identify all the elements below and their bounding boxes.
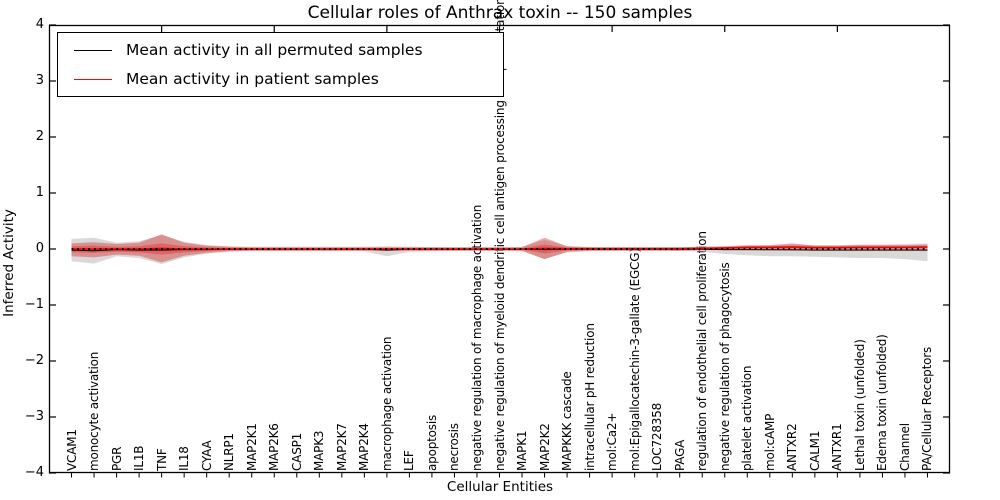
x-tick-label: necrosis (447, 423, 462, 471)
y-tick-label: 4 (35, 17, 44, 32)
x-tick-label: MAP2K1 (244, 423, 259, 471)
x-tick-label: LOC728358 (650, 402, 665, 471)
x-tick-label: MAP2K7 (334, 423, 349, 471)
x-tick-label: TNF (154, 448, 169, 471)
x-tick-label: negative regulation of macrophage activa… (469, 204, 484, 471)
y-tick-label: −4 (24, 465, 44, 480)
x-tick-label: IL18 (177, 446, 192, 471)
x-tick-label: apoptosis (424, 414, 439, 471)
x-tick-label: MAP2K2 (537, 423, 552, 471)
y-tick-label: −2 (24, 353, 44, 368)
y-tick-label: 1 (35, 185, 44, 200)
y-tick-label: −1 (24, 297, 44, 312)
x-tick-label: PA/Cellular Receptors (920, 346, 935, 471)
x-tick-label: monocyte activation (87, 351, 102, 471)
x-tick-label: PGR (109, 446, 124, 471)
x-tick-label: MAP2K6 (267, 423, 282, 471)
x-tick-label: Channel (897, 423, 912, 471)
x-tick-label: ANTXR1 (830, 423, 845, 471)
x-tick-label: Edema toxin (unfolded) (875, 334, 890, 471)
x-tick-label: intracellular pH reduction (582, 323, 597, 471)
x-tick-label: mol:Epigallocatechin-3-gallate (EGCG) (627, 248, 642, 471)
x-tick-label: NLRP1 (222, 433, 237, 471)
x-tick-label: regulation of endothelial cell prolifera… (695, 231, 710, 471)
chart-title: Cellular roles of Anthrax toxin -- 150 s… (307, 3, 693, 23)
y-tick-label: 2 (35, 129, 44, 144)
x-axis-label: Cellular Entities (446, 479, 554, 495)
x-tick-label: CALM1 (807, 430, 822, 471)
x-tick-label: LEF (402, 450, 417, 471)
legend-label-permuted: Mean activity in all permuted samples (126, 41, 423, 59)
legend-label-patient: Mean activity in patient samples (126, 70, 379, 88)
y-tick-label: 0 (35, 241, 44, 256)
x-tick-label: IL1B (132, 445, 147, 471)
x-tick-label: MAPK3 (312, 430, 327, 471)
legend-item-permuted: Mean activity in all permuted samples (58, 38, 503, 62)
x-tick-label: ANTXR2 (785, 423, 800, 471)
x-tick-label: mol:cAMP (762, 413, 777, 471)
x-tick-label: Lethal toxin (unfolded) (852, 339, 867, 471)
x-tick-label: MAPKKK cascade (560, 371, 575, 471)
x-tick-label: CASP1 (289, 432, 304, 471)
x-tick-label: macrophage activation (379, 336, 394, 471)
x-tick-label: VCAM1 (64, 429, 79, 471)
x-tick-label: platelet activation (740, 365, 755, 471)
permuted-line-swatch-icon (74, 49, 112, 51)
patient-line-swatch-icon (74, 78, 112, 80)
x-tick-label: mol:Ca2+ (605, 412, 620, 471)
y-tick-label: −3 (24, 409, 44, 424)
legend-box: Mean activity in all permuted samples Me… (57, 32, 504, 97)
x-tick-label: MAPK1 (515, 430, 530, 471)
x-tick-label: MAP2K4 (357, 423, 372, 471)
y-tick-label: 3 (35, 73, 44, 88)
x-tick-label: CYAA (199, 440, 214, 471)
x-tick-label: negative regulation of phagocytosis (717, 262, 732, 471)
x-tick-label: PAGA (672, 439, 687, 471)
legend-item-patient: Mean activity in patient samples (58, 67, 503, 91)
